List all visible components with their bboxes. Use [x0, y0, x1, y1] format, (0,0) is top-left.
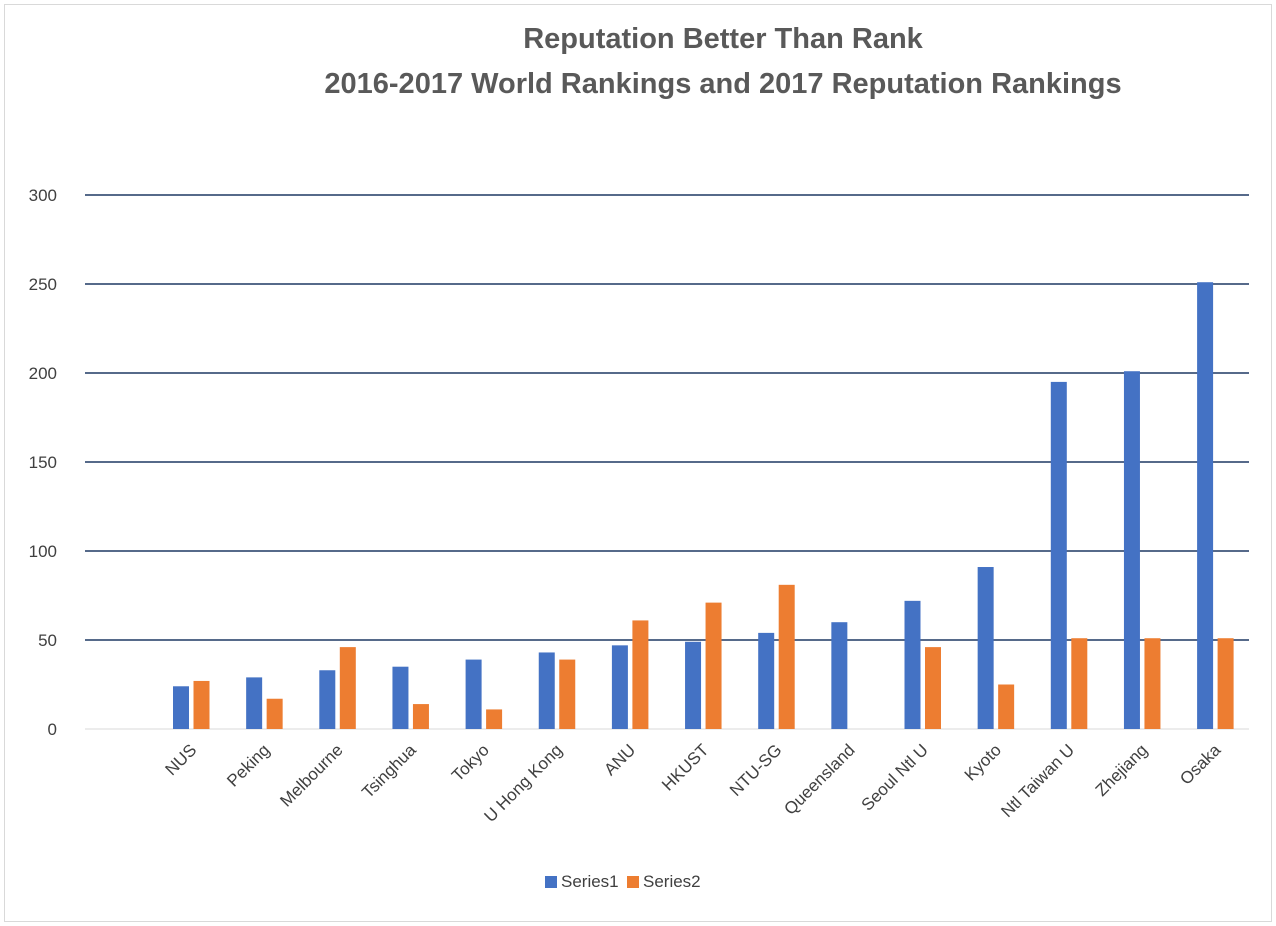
- legend-label-series2: Series2: [643, 872, 701, 891]
- bar-series2: [412, 704, 429, 729]
- bar-series1: [246, 677, 263, 729]
- bar-series2: [1217, 638, 1234, 729]
- bar-series2: [632, 620, 649, 729]
- bar-series1: [611, 645, 628, 729]
- x-category-label: Melbourne: [276, 740, 346, 810]
- bar-series1: [831, 622, 848, 729]
- x-category-label: Osaka: [1176, 740, 1225, 789]
- bar-series2: [998, 684, 1015, 729]
- x-category-label: Seoul Ntl U: [858, 740, 932, 814]
- bar-series1: [1123, 371, 1140, 729]
- y-tick-label: 200: [29, 364, 57, 383]
- chart-title: Reputation Better Than Rank: [523, 23, 923, 55]
- x-category-label: U Hong Kong: [480, 740, 566, 826]
- bar-series2: [1071, 638, 1088, 729]
- y-tick-label: 150: [29, 453, 57, 472]
- x-category-label: Peking: [223, 740, 273, 790]
- x-category-label: HKUST: [658, 740, 712, 794]
- bar-series2: [1144, 638, 1161, 729]
- bar-series2: [778, 584, 795, 729]
- x-category-label: NUS: [162, 740, 201, 779]
- bars: [173, 282, 1234, 729]
- gridlines: [85, 194, 1249, 730]
- bar-series1: [465, 659, 482, 729]
- bar-series1: [1050, 381, 1067, 729]
- bar-series2: [705, 602, 722, 729]
- x-category-label: Queensland: [780, 740, 858, 818]
- legend-swatch-series2: [627, 876, 639, 888]
- bar-series1: [538, 652, 555, 729]
- chart-frame: Reputation Better Than Rank 2016-2017 Wo…: [4, 4, 1272, 922]
- y-tick-label: 50: [38, 631, 57, 650]
- bar-series2: [266, 698, 283, 729]
- legend-swatch-series1: [545, 876, 557, 888]
- chart-subtitle: 2016-2017 World Rankings and 2017 Reputa…: [324, 68, 1121, 100]
- bar-series1: [977, 567, 994, 729]
- x-category-label: Zhejiang: [1092, 740, 1152, 800]
- legend-label-series1: Series1: [561, 872, 619, 891]
- bar-series1: [685, 641, 702, 729]
- legend: Series1 Series2: [545, 872, 701, 891]
- x-category-label: Ntl Taiwan U: [997, 740, 1078, 821]
- bar-series2: [486, 709, 503, 729]
- bar-series2: [559, 659, 576, 729]
- bar-series2: [925, 647, 941, 729]
- bar-chart: Reputation Better Than Rank 2016-2017 Wo…: [29, 23, 1249, 891]
- y-axis-tick-labels: 0 50 100 150 200 250 300: [29, 186, 57, 739]
- y-tick-label: 100: [29, 542, 57, 561]
- bar-series1: [319, 670, 336, 729]
- bar-series1: [1197, 282, 1214, 729]
- bar-series1: [392, 666, 409, 729]
- bar-series1: [758, 632, 775, 729]
- y-tick-label: 0: [48, 720, 57, 739]
- x-category-label: Tokyo: [448, 740, 493, 785]
- bar-series2: [193, 680, 210, 729]
- y-tick-label: 250: [29, 275, 57, 294]
- x-category-label: NTU-SG: [726, 740, 786, 800]
- y-tick-label: 300: [29, 186, 57, 205]
- bar-series2: [339, 647, 356, 729]
- x-category-label: ANU: [600, 740, 639, 779]
- bar-series1: [173, 686, 189, 729]
- x-category-label: Kyoto: [961, 740, 1005, 784]
- bar-series1: [904, 600, 921, 729]
- x-category-label: Tsinghua: [358, 740, 420, 802]
